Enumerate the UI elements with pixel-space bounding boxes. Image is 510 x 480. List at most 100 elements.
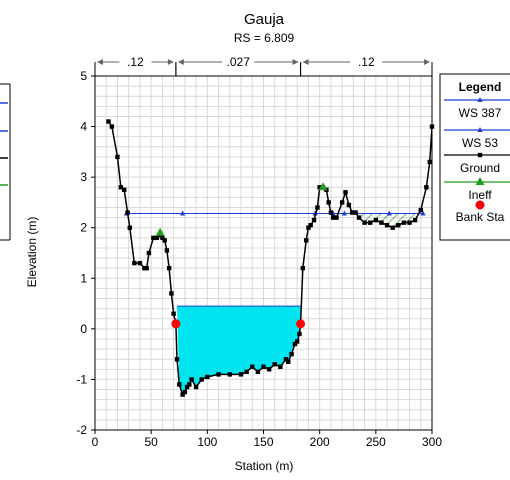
data-point [266, 367, 272, 372]
data-point [318, 182, 328, 191]
legend-item-ground: Ground [444, 152, 510, 175]
legend-label: Ineff [468, 188, 492, 202]
data-point [328, 210, 334, 215]
data-point [106, 119, 111, 124]
data-point [166, 265, 172, 271]
water-fill [177, 306, 301, 395]
data-point [272, 362, 277, 367]
x-tick-label: 50 [144, 435, 158, 449]
data-point [427, 159, 432, 165]
data-point [362, 220, 367, 225]
series-layer [106, 119, 435, 397]
data-point [125, 210, 130, 215]
data-point [407, 220, 412, 225]
data-point [238, 372, 244, 377]
data-point [334, 215, 339, 220]
legend-item-ws-53: WS 53 [444, 127, 510, 150]
legend-marker [475, 177, 485, 185]
data-point [346, 202, 352, 208]
data-point [295, 339, 300, 344]
data-point [300, 265, 306, 271]
data-point [311, 217, 317, 223]
y-tick-label: -2 [76, 423, 87, 437]
x-axis-label: Station (m) [235, 459, 294, 473]
data-point [171, 319, 181, 329]
data-point [350, 210, 355, 215]
x-tick-label: 250 [366, 435, 386, 449]
data-point [160, 235, 165, 241]
series-bank-sta [171, 319, 306, 329]
y-tick-label: 4 [80, 120, 87, 134]
data-point [296, 319, 306, 329]
data-point [142, 265, 147, 271]
legend-marker [475, 200, 485, 210]
grid [94, 75, 433, 431]
data-point [118, 185, 124, 190]
y-tick-label: 2 [80, 221, 87, 235]
data-point [386, 210, 392, 216]
data-point [373, 217, 379, 223]
series-ground [106, 119, 435, 397]
data-point [199, 377, 204, 382]
data-point [244, 369, 249, 375]
data-point [418, 207, 423, 213]
y-tick-label: -1 [76, 372, 87, 386]
data-point [390, 225, 395, 230]
data-point [420, 210, 426, 216]
water-area-fill [177, 306, 301, 395]
data-point [162, 238, 167, 243]
data-point [127, 225, 133, 230]
data-point [286, 359, 291, 364]
legend-label: WS 53 [462, 136, 498, 150]
y-tick-label: 3 [80, 170, 87, 184]
data-point [326, 200, 331, 205]
data-point [144, 265, 149, 271]
data-point [109, 124, 115, 129]
data-point [169, 291, 174, 296]
data-point [164, 248, 170, 253]
data-point [154, 235, 159, 241]
data-point [356, 215, 362, 220]
data-point [297, 331, 302, 337]
n-arrowhead [97, 59, 103, 65]
x-tick-label: 150 [253, 435, 273, 449]
data-point [122, 187, 127, 192]
chart-title: Gauja [244, 11, 285, 28]
legend-item-bank-sta: Bank Sta [456, 200, 505, 224]
legend-item-ws-387: WS 387 [444, 97, 510, 120]
series-ineff [155, 182, 328, 236]
data-point [278, 364, 283, 369]
chart-subtitle: RS = 6.809 [234, 31, 295, 45]
data-point [424, 185, 429, 190]
data-point [317, 185, 322, 190]
data-point [115, 154, 120, 160]
data-point [137, 260, 143, 266]
n-arrowhead [292, 59, 299, 65]
data-point [283, 357, 289, 362]
data-point [193, 384, 199, 390]
n-value-label: .12 [127, 55, 144, 69]
n-value-label: .027 [227, 55, 251, 69]
y-tick-label: 1 [80, 271, 87, 285]
data-point [171, 311, 176, 316]
data-point [315, 205, 320, 210]
data-point [289, 351, 294, 357]
left-panel-remnant [0, 83, 11, 241]
n-arrowhead [424, 59, 430, 65]
data-point [384, 222, 390, 228]
data-point [292, 341, 298, 347]
data-point [184, 384, 190, 390]
y-tick-label: 5 [80, 69, 87, 83]
x-tick-label: 0 [92, 435, 99, 449]
data-point [180, 392, 185, 397]
data-point [151, 235, 156, 241]
data-point [261, 364, 266, 369]
data-point [132, 260, 137, 266]
x-tick-label: 200 [310, 435, 330, 449]
legend-title: Legend [459, 80, 502, 94]
legend-marker [477, 97, 483, 102]
data-point [227, 372, 232, 377]
data-point [182, 389, 188, 395]
data-point [146, 250, 152, 256]
